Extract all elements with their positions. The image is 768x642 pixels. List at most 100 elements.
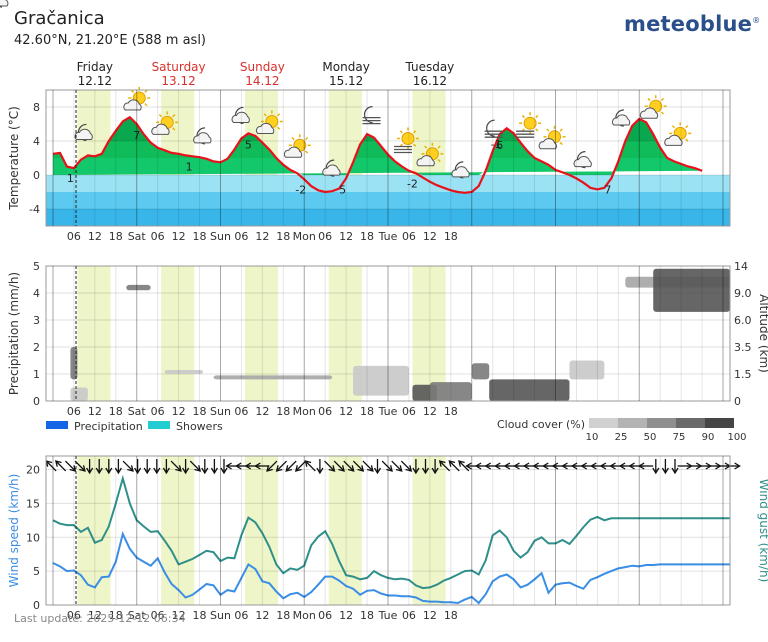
x-tick-label: 12 — [88, 405, 102, 418]
moon-cloud-icon — [0, 0, 9, 8]
temperature-extreme-label: 1 — [186, 160, 193, 173]
moon-cloud-icon — [573, 151, 592, 169]
x-tick-label: 06 — [234, 405, 248, 418]
moon-cloud-icon — [193, 127, 212, 145]
y-tick-label: 4 — [33, 287, 40, 300]
moon-cloud-icon — [74, 123, 93, 142]
moon-cloud-icon — [611, 109, 631, 127]
y-axis-title: Temperature (°C) — [7, 106, 21, 211]
x-tick-label: 18 — [109, 405, 123, 418]
temperature-extreme-label: 5 — [245, 138, 252, 151]
temperature-panel: 1 7 1 5 -2 5 -2 6-1 7 1 -4 0 4 8 Temperature (°C) 06 12 1… — [0, 0, 731, 243]
y-right-tick-label: 9.0 — [734, 287, 752, 300]
x-tick-label: Sat — [128, 405, 147, 418]
fog-night-icon — [362, 105, 381, 125]
wind-direction-arrow — [373, 459, 382, 475]
x-tick-label: 12 — [255, 230, 269, 243]
wind-direction-arrow — [412, 459, 420, 475]
temperature-extreme-label: 1 — [723, 0, 730, 3]
x-tick-label: Sun — [210, 609, 231, 622]
day-name: Tuesday — [404, 60, 454, 74]
y-tick-label: 4 — [33, 135, 40, 148]
y-right-tick-label: 0 — [734, 395, 741, 408]
day-date: 14.12 — [245, 74, 279, 88]
wind-speed-line — [52, 530, 730, 605]
x-tick-label: 06 — [402, 405, 416, 418]
location-title: Gračanica — [14, 8, 105, 29]
cloud-cover-scale-label: 75 — [673, 432, 686, 443]
wind-direction-arrow — [54, 460, 67, 472]
x-tick-label: 18 — [193, 609, 207, 622]
temperature-extreme-label: 6 — [496, 139, 503, 152]
x-tick-label: 06 — [402, 609, 416, 622]
wind-direction-arrow — [294, 460, 307, 472]
wind-direction-arrow — [105, 459, 113, 475]
wind-direction-arrow — [162, 459, 170, 475]
x-tick-label: Mon — [293, 609, 316, 622]
day-name: Sunday — [240, 60, 285, 74]
cloud-cover-patch — [213, 375, 333, 380]
partly-sunny-icon — [151, 111, 179, 135]
wind-direction-arrow — [448, 460, 460, 472]
wind-direction-arrow — [182, 459, 190, 475]
wind-direction-arrow — [324, 460, 336, 472]
daylight-band — [412, 266, 446, 401]
day-date: 12.12 — [78, 74, 112, 88]
daylight-band — [161, 266, 195, 401]
cloud-cover-patch — [70, 387, 88, 401]
temperature-band — [46, 175, 730, 192]
daylight-band — [77, 266, 111, 401]
wind-direction-arrow — [661, 459, 669, 475]
wind-direction-arrow — [266, 460, 278, 472]
y-tick-label: 15 — [26, 497, 40, 510]
wind-direction-arrow — [153, 459, 161, 475]
cloud-cover-legend-title: Cloud cover (%) — [497, 418, 585, 431]
wind-direction-arrow — [210, 459, 218, 475]
x-tick-label: 06 — [318, 609, 332, 622]
x-tick-label: Sun — [210, 230, 231, 243]
x-tick-label: 12 — [339, 230, 353, 243]
wind-direction-arrow — [333, 460, 345, 472]
meteoblue-logo[interactable]: meteoblue® — [624, 12, 760, 36]
x-tick-label: 06 — [67, 230, 81, 243]
x-tick-label: 12 — [88, 230, 102, 243]
x-tick-label: 12 — [255, 405, 269, 418]
wind-direction-arrow — [170, 460, 182, 472]
temperature-line — [52, 115, 703, 194]
wind-panel: 0 5 10 15 20 Wind speed (km/h) Wind gust (km/h… — [7, 455, 768, 622]
temperature-band — [46, 192, 730, 209]
wind-direction-arrow — [304, 460, 316, 472]
cloud-cover-patch — [471, 363, 490, 380]
x-tick-label: Tue — [378, 609, 398, 622]
x-tick-label: 12 — [339, 609, 353, 622]
cloud-cover-patch — [429, 382, 472, 401]
wind-direction-arrow — [725, 462, 741, 470]
y-tick-label: 0 — [33, 395, 40, 408]
temperature-band — [46, 209, 730, 226]
y-right-tick-label: 14 — [734, 260, 748, 273]
wind-direction-arrow — [391, 460, 403, 472]
y-tick-label: -4 — [29, 203, 40, 216]
cloud-cover-scale-cell — [589, 418, 618, 428]
wind-direction-arrow — [362, 460, 374, 472]
day-date: 15.12 — [329, 74, 363, 88]
y-right-tick-label: 3.5 — [734, 341, 752, 354]
wind-direction-arrow — [285, 460, 297, 472]
y-tick-label: 3 — [33, 314, 40, 327]
wind-gust-line — [52, 474, 730, 590]
x-tick-label: 06 — [151, 405, 165, 418]
partly-sunny-icon — [639, 95, 667, 119]
day-name: Saturday — [152, 60, 206, 74]
legend-label: Showers — [176, 420, 223, 433]
cloud-cover-scale-cell — [676, 418, 705, 428]
x-tick-label: Sat — [128, 609, 147, 622]
x-tick-label: Sat — [128, 230, 147, 243]
wind-direction-arrow — [134, 459, 142, 475]
x-tick-label: 12 — [255, 609, 269, 622]
x-tick-label: 18 — [360, 230, 374, 243]
y-tick-label: 2 — [33, 341, 40, 354]
wind-direction-arrow — [86, 459, 94, 475]
x-tick-label: 06 — [67, 405, 81, 418]
cloud-cover-scale-cell — [705, 418, 734, 428]
